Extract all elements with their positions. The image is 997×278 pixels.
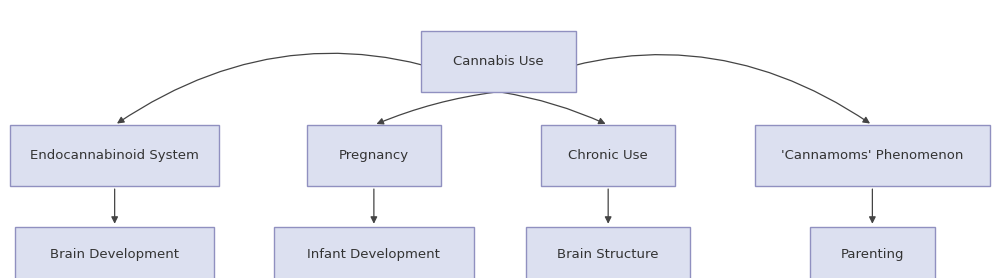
- FancyBboxPatch shape: [810, 227, 934, 278]
- FancyBboxPatch shape: [274, 227, 474, 278]
- Text: 'Cannamoms' Phenomenon: 'Cannamoms' Phenomenon: [782, 149, 963, 162]
- Text: Chronic Use: Chronic Use: [568, 149, 648, 162]
- FancyBboxPatch shape: [15, 227, 214, 278]
- FancyBboxPatch shape: [421, 31, 575, 92]
- Text: Endocannabinoid System: Endocannabinoid System: [30, 149, 199, 162]
- FancyBboxPatch shape: [307, 125, 441, 186]
- Text: Brain Structure: Brain Structure: [557, 248, 659, 261]
- Text: Pregnancy: Pregnancy: [339, 149, 409, 162]
- Text: Parenting: Parenting: [840, 248, 904, 261]
- Text: Infant Development: Infant Development: [307, 248, 441, 261]
- FancyBboxPatch shape: [10, 125, 219, 186]
- FancyBboxPatch shape: [756, 125, 989, 186]
- Text: Cannabis Use: Cannabis Use: [454, 55, 543, 68]
- Text: Brain Development: Brain Development: [50, 248, 179, 261]
- FancyBboxPatch shape: [540, 125, 676, 186]
- FancyBboxPatch shape: [525, 227, 690, 278]
